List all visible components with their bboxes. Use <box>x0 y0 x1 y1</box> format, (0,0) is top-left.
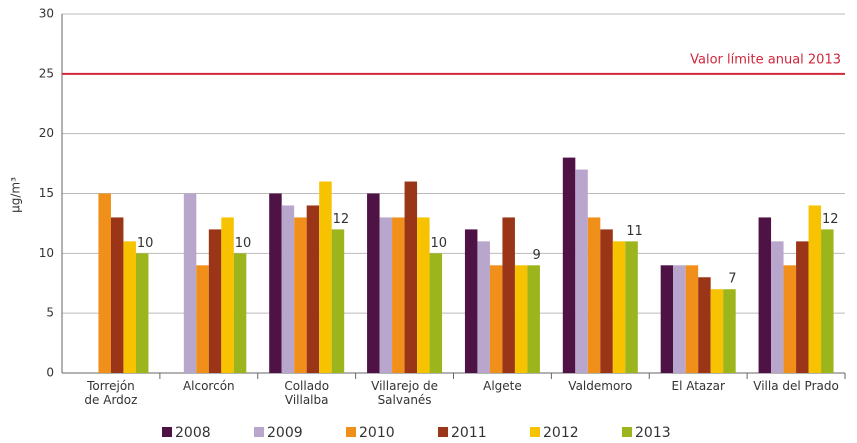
legend-swatch <box>162 427 172 437</box>
bar <box>783 265 797 373</box>
bar <box>502 217 515 373</box>
bar <box>221 217 234 373</box>
bar <box>685 265 699 373</box>
bar <box>196 265 209 373</box>
bar <box>294 217 307 373</box>
bar <box>135 253 149 373</box>
bar <box>477 241 490 373</box>
data-label: 10 <box>235 236 252 251</box>
x-tick-label: Villarejo de Salvanés <box>371 379 438 407</box>
bar <box>723 289 736 373</box>
bar <box>319 181 332 373</box>
bar <box>392 217 405 373</box>
bar <box>98 193 111 373</box>
y-tick-label: 20 <box>39 126 54 140</box>
data-label: 10 <box>137 236 154 251</box>
bar <box>612 241 626 373</box>
y-tick-label: 25 <box>39 66 54 80</box>
y-tick-label: 30 <box>39 7 54 21</box>
legend-swatch <box>438 427 448 437</box>
x-tick-label: Valdemoro <box>568 379 633 393</box>
legend-label: 2011 <box>451 425 487 441</box>
bar <box>660 265 674 373</box>
legend-label: 2013 <box>635 425 671 441</box>
reference-label: Valor límite anual 2013 <box>690 52 841 67</box>
bar <box>489 265 503 373</box>
legend-swatch <box>622 427 632 437</box>
bar <box>771 241 784 373</box>
y-tick-label: 0 <box>46 366 54 380</box>
bar <box>306 205 320 373</box>
bar <box>587 217 601 373</box>
legend-swatch <box>254 427 264 437</box>
bar <box>233 253 247 373</box>
bar <box>281 205 295 373</box>
y-axis-label: µg/m³ <box>9 177 23 213</box>
data-label: 9 <box>533 248 541 263</box>
bar <box>625 241 638 373</box>
bar <box>379 217 393 373</box>
x-tick-label: Alcorcón <box>182 379 235 393</box>
x-tick-label: Collado Villalba <box>284 379 330 407</box>
legend-swatch <box>530 427 540 437</box>
bar <box>208 229 222 373</box>
legend-label: 2010 <box>359 425 395 441</box>
legend-label: 2008 <box>175 425 211 441</box>
bar <box>514 265 528 373</box>
legend-swatch <box>346 427 356 437</box>
bar <box>367 193 380 373</box>
bar <box>464 229 478 373</box>
bar <box>673 265 686 373</box>
bar <box>575 169 588 373</box>
bar <box>808 205 822 373</box>
bar <box>562 157 576 373</box>
bar <box>123 241 136 373</box>
bar <box>821 229 834 373</box>
bar <box>710 289 724 373</box>
bar <box>331 229 345 373</box>
data-label: 10 <box>431 236 448 251</box>
bar <box>796 241 809 373</box>
bar <box>404 181 418 373</box>
legend-label: 2012 <box>543 425 579 441</box>
data-label: 12 <box>333 212 350 227</box>
bar <box>758 217 772 373</box>
y-tick-label: 10 <box>39 246 54 260</box>
x-tick-label: Villa del Prado <box>753 379 839 393</box>
data-label: 11 <box>626 224 643 239</box>
bar <box>600 229 613 373</box>
legend-label: 2009 <box>267 425 303 441</box>
data-label: 7 <box>728 272 736 287</box>
bar <box>183 193 197 373</box>
x-tick-label: Torrejón de Ardoz <box>84 379 138 407</box>
bar <box>269 193 282 373</box>
bar <box>429 253 443 373</box>
bar <box>698 277 711 373</box>
x-tick-label: Algete <box>483 379 522 393</box>
bar <box>417 217 430 373</box>
bar <box>527 265 540 373</box>
y-tick-label: 5 <box>46 306 54 320</box>
y-tick-label: 15 <box>39 186 54 200</box>
x-tick-label: El Atazar <box>671 379 725 393</box>
data-label: 12 <box>822 212 839 227</box>
bar <box>110 217 124 373</box>
